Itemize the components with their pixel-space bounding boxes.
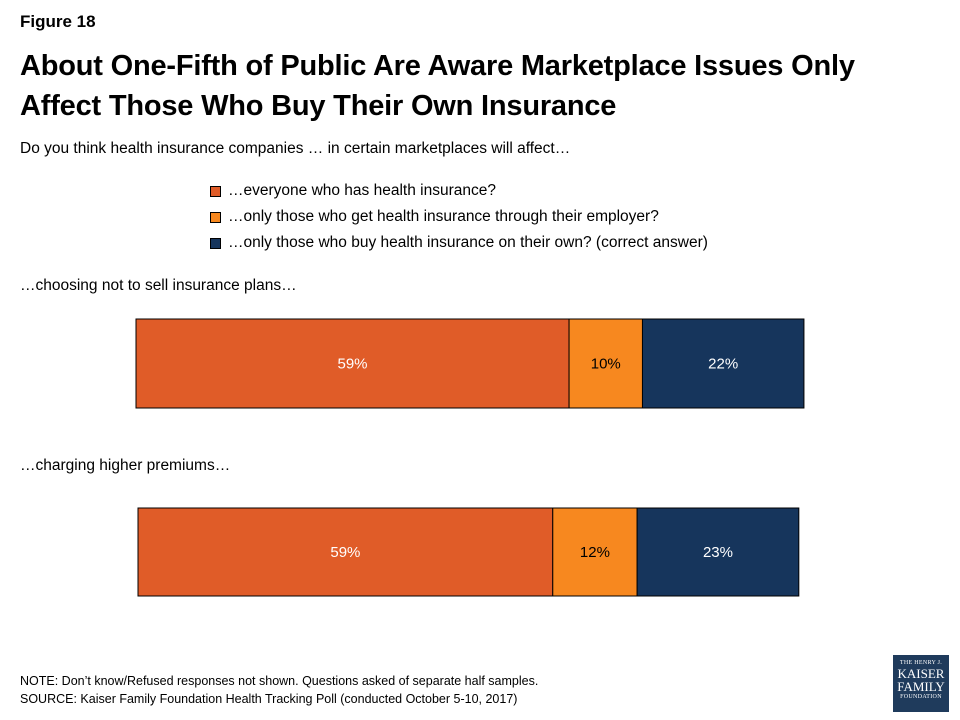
kff-logo: THE HENRY J. KAISER FAMILY FOUNDATION bbox=[893, 655, 949, 712]
legend-item-own: …only those who buy health insurance on … bbox=[210, 230, 708, 256]
data-label-employer-2: 12% bbox=[580, 544, 610, 561]
legend-item-everyone: …everyone who has health insurance? bbox=[210, 178, 708, 204]
legend-swatch-own bbox=[210, 237, 221, 249]
legend-label-employer: …only those who get health insurance thr… bbox=[228, 208, 659, 225]
bar-segment-own-1 bbox=[641, 318, 805, 409]
legend-label-everyone: …everyone who has health insurance? bbox=[228, 182, 496, 199]
group-label-not-selling: …choosing not to sell insurance plans… bbox=[20, 277, 297, 294]
footnote: NOTE: Don’t know/Refused responses not s… bbox=[20, 672, 538, 708]
figure-label: Figure 18 bbox=[20, 12, 96, 31]
data-label-everyone-1: 59% bbox=[338, 356, 368, 373]
data-label-own-1: 22% bbox=[708, 356, 738, 373]
legend-swatch-employer bbox=[210, 211, 221, 223]
chart-title: About One-Fifth of Public Are Aware Mark… bbox=[20, 50, 855, 122]
group-label-higher-premiums: …charging higher premiums… bbox=[20, 457, 231, 474]
bar-segment-own-2 bbox=[636, 507, 800, 597]
legend: …everyone who has health insurance? …onl… bbox=[210, 178, 708, 256]
chart-subtitle: Do you think health insurance companies … bbox=[20, 140, 571, 157]
legend-swatch-everyone bbox=[210, 185, 221, 197]
note-text: NOTE: Don’t know/Refused responses not s… bbox=[20, 674, 539, 688]
legend-label-own: …only those who buy health insurance on … bbox=[228, 234, 708, 251]
bar-segment-everyone-1 bbox=[135, 318, 570, 409]
data-label-own-2: 23% bbox=[703, 544, 733, 561]
data-label-employer-1: 10% bbox=[591, 356, 621, 373]
legend-item-employer: …only those who get health insurance thr… bbox=[210, 204, 708, 230]
bar-segment-everyone-2 bbox=[137, 507, 554, 597]
bar-segment-employer-2 bbox=[552, 507, 638, 597]
source-text: SOURCE: Kaiser Family Foundation Health … bbox=[20, 692, 518, 706]
data-label-everyone-2: 59% bbox=[330, 544, 360, 561]
